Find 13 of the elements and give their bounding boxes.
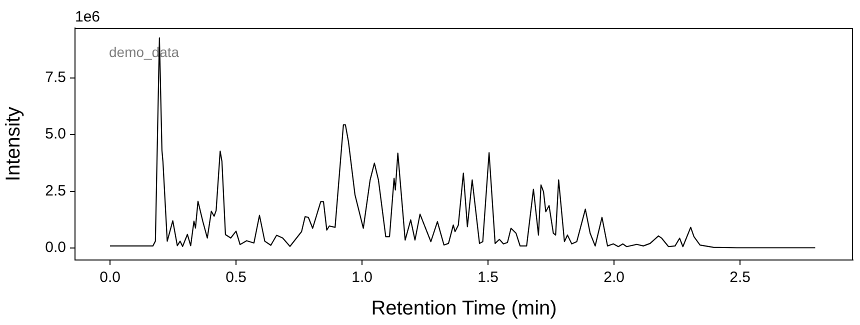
x-tick-label: 0.0 [100,269,120,286]
x-tick-label: 2.0 [604,269,625,286]
x-tick-label: 1.0 [352,269,372,286]
y-axis-title: Intensity [2,106,25,182]
x-tick-label: 1.5 [478,269,498,286]
y-tick-label: 7.5 [45,69,66,86]
text: 1e6 [75,8,100,26]
x-tick-label: 0.5 [226,269,246,286]
x-axis-title: Retention Time (min) [371,298,557,320]
y-tick-label: 2.5 [45,182,66,200]
x-tick-label: 2.5 [730,269,751,286]
y-tick-label: 5.0 [45,126,66,143]
y-tick-label: 0.0 [45,239,66,256]
